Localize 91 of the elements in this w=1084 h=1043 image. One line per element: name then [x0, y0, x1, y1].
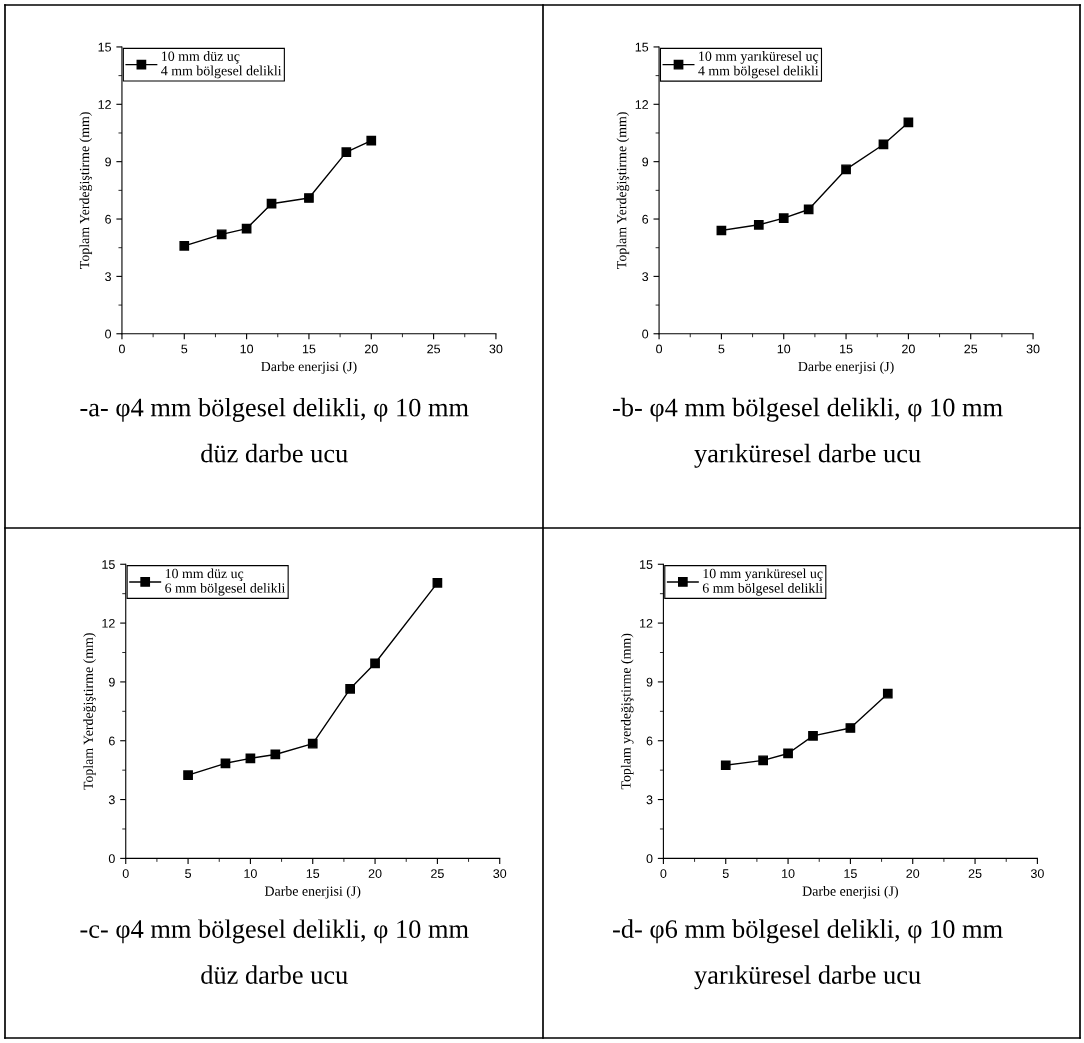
point	[183, 770, 193, 780]
point	[270, 749, 281, 760]
x-tick-label: 5	[722, 869, 729, 878]
point	[307, 738, 318, 749]
x-tick-label: 15	[306, 869, 320, 878]
x-tick-label: 30	[493, 869, 507, 878]
legend-label: 10 mm düz uç 4 mm bölgesel delikli	[161, 51, 282, 79]
y-tick-label: 3	[642, 272, 649, 282]
x-tick-label: 25	[427, 344, 441, 354]
y-axis-title: Toplam Yerdeğiştirme (mm)	[616, 112, 630, 269]
y-tick-label: 15	[102, 560, 115, 569]
y-axis-title: Toplam Yerdeğiştirme (mm)	[83, 633, 96, 790]
x-tick-label: 15	[840, 344, 853, 354]
y-tick-label: 9	[646, 677, 653, 687]
y-tick-label: 9	[108, 677, 115, 687]
x-tick-label: 25	[964, 344, 978, 354]
x-axis-title: Darbe enerjisi (J)	[802, 886, 898, 899]
point	[345, 683, 355, 694]
x-tick-label: 15	[844, 869, 857, 878]
x-tick-label: 10	[782, 869, 795, 878]
point	[304, 193, 314, 203]
y-tick-label: 9	[105, 157, 111, 167]
x-tick-label: 25	[968, 869, 982, 878]
y-tick-label: 6	[105, 214, 111, 224]
x-tick-label: 0	[656, 344, 663, 354]
text: -b- φ4 mm bölgesel delikli, φ 10 mm yarıküresel darbe ucu	[613, 397, 1003, 468]
x-tick-label: 0	[660, 869, 667, 878]
x-tick-label: 20	[906, 869, 920, 878]
text: -a- φ4 mm bölgesel delikli, φ 10 mm düz darbe ucu	[80, 397, 469, 463]
x-tick-label: 10	[240, 344, 254, 354]
point	[783, 748, 793, 759]
x-tick-label: 30	[489, 344, 503, 354]
point	[845, 723, 856, 733]
text: -d- φ6 mm bölgesel delikli, φ 10 mm yarıküresel darbe ucu	[613, 919, 1003, 990]
x-tick-label: 0	[118, 344, 125, 354]
legend-label: 10 mm yarıküresel uç 4 mm bölgesel delikli	[698, 51, 819, 79]
y-tick-label: 0	[108, 854, 115, 864]
x-tick-label: 25	[431, 869, 444, 878]
x-axis-title: Darbe enerjisi (J)	[261, 361, 357, 374]
point	[808, 730, 818, 741]
point	[432, 578, 443, 588]
y-tick-label: 12	[102, 618, 115, 628]
point	[720, 760, 731, 771]
point	[841, 164, 851, 175]
x-tick-label: 15	[302, 344, 316, 354]
y-tick-label: 9	[642, 157, 649, 167]
x-tick-label: 10	[777, 344, 791, 354]
y-tick-label: 15	[98, 42, 112, 52]
x-tick-label: 20	[364, 344, 378, 354]
legend-label: 10 mm düz uç 6 mm bölgesel delikli	[165, 568, 286, 596]
x-axis-title: Darbe enerjisi (J)	[798, 361, 894, 374]
x-tick-label: 30	[1030, 869, 1044, 878]
point	[758, 755, 768, 766]
y-tick-label: 0	[105, 329, 112, 339]
x-axis-title: Darbe enerjisi (J)	[264, 886, 361, 899]
point	[778, 213, 789, 223]
point	[179, 240, 190, 251]
x-tick-label: 20	[902, 344, 915, 354]
text: -c- φ4 mm bölgesel delikli, φ 10 mm düz darbe ucu	[80, 919, 469, 984]
point	[753, 219, 764, 230]
point	[366, 135, 377, 146]
x-tick-label: 0	[122, 869, 129, 878]
y-axis-title: Toplam Yerdeğiştirme (mm)	[79, 112, 93, 269]
point	[266, 198, 277, 209]
x-tick-label: 10	[244, 869, 257, 878]
y-tick-label: 3	[646, 795, 653, 805]
y-tick-label: 3	[108, 795, 115, 805]
y-tick-label: 12	[98, 100, 111, 109]
point	[341, 147, 352, 157]
y-tick-label: 6	[642, 214, 649, 224]
y-tick-label: 6	[109, 736, 115, 746]
y-tick-label: 15	[640, 560, 653, 569]
legend-label: 10 mm yarıküresel uç 6 mm bölgesel delikli	[702, 568, 823, 596]
point	[882, 688, 893, 699]
y-tick-label: 12	[640, 618, 653, 628]
y-tick-label: 15	[635, 42, 649, 52]
x-tick-label: 5	[718, 344, 725, 354]
x-tick-label: 5	[181, 344, 188, 354]
y-axis-title: Toplam yerdeğiştirme (mm)	[620, 633, 634, 790]
point	[220, 758, 231, 769]
point	[216, 229, 227, 240]
y-tick-label: 6	[646, 736, 653, 746]
x-tick-label: 30	[1026, 344, 1040, 354]
y-tick-label: 3	[105, 272, 111, 282]
y-tick-label: 0	[646, 854, 653, 864]
point	[803, 204, 814, 215]
x-tick-label: 20	[368, 869, 382, 878]
y-tick-label: 0	[642, 329, 649, 339]
point	[370, 658, 380, 669]
x-tick-label: 5	[185, 869, 192, 878]
y-tick-label: 12	[635, 100, 649, 109]
